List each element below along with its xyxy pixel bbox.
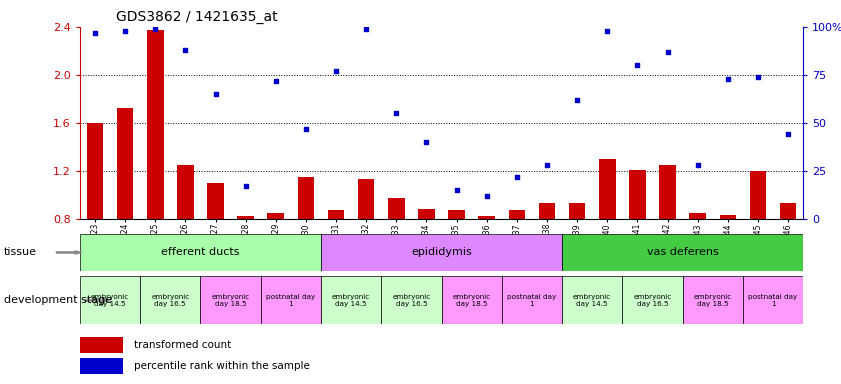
Bar: [629, 170, 646, 315]
Bar: [140, 276, 200, 324]
Point: [88, 30, 102, 36]
Text: postnatal day
1: postnatal day 1: [748, 294, 797, 307]
Bar: [448, 210, 465, 315]
Bar: [599, 159, 616, 315]
Text: percentile rank within the sample: percentile rank within the sample: [134, 361, 310, 371]
Bar: [539, 203, 555, 315]
Bar: [388, 199, 405, 315]
Point: [209, 91, 222, 97]
Point: [661, 49, 674, 55]
Bar: [780, 203, 796, 315]
Text: vas deferens: vas deferens: [647, 247, 718, 258]
Text: efferent ducts: efferent ducts: [161, 247, 240, 258]
Text: epididymis: epididymis: [411, 247, 472, 258]
Text: postnatal day
1: postnatal day 1: [507, 294, 557, 307]
Bar: [622, 276, 683, 324]
Bar: [502, 276, 562, 324]
Bar: [207, 183, 224, 315]
Text: embryonic
day 14.5: embryonic day 14.5: [573, 294, 611, 307]
Point: [751, 74, 764, 80]
Point: [269, 78, 283, 84]
Bar: [298, 177, 315, 315]
Bar: [720, 215, 736, 315]
Bar: [418, 209, 435, 315]
Text: development stage: development stage: [4, 295, 113, 306]
Point: [691, 162, 705, 168]
Bar: [261, 276, 321, 324]
Bar: [509, 210, 525, 315]
Bar: [177, 165, 193, 315]
Text: embryonic
day 18.5: embryonic day 18.5: [694, 294, 732, 307]
Text: embryonic
day 16.5: embryonic day 16.5: [633, 294, 672, 307]
Text: embryonic
day 18.5: embryonic day 18.5: [452, 294, 491, 307]
Bar: [442, 276, 502, 324]
Text: embryonic
day 14.5: embryonic day 14.5: [91, 294, 130, 307]
Bar: [321, 276, 381, 324]
Point: [420, 139, 433, 145]
Bar: [743, 276, 803, 324]
Point: [149, 26, 162, 32]
Point: [359, 26, 373, 32]
Point: [389, 110, 403, 116]
Bar: [87, 123, 103, 315]
Bar: [659, 165, 676, 315]
Text: tissue: tissue: [4, 247, 37, 258]
Point: [721, 76, 734, 82]
Text: embryonic
day 16.5: embryonic day 16.5: [392, 294, 431, 307]
Point: [330, 68, 343, 74]
Text: embryonic
day 14.5: embryonic day 14.5: [332, 294, 370, 307]
Point: [480, 193, 494, 199]
Point: [540, 162, 553, 168]
Bar: [749, 171, 766, 315]
Bar: [690, 213, 706, 315]
Point: [450, 187, 463, 193]
Bar: [200, 276, 261, 324]
Point: [178, 47, 192, 53]
Bar: [80, 337, 124, 353]
Text: postnatal day
1: postnatal day 1: [267, 294, 315, 307]
Point: [781, 131, 795, 137]
Bar: [479, 217, 495, 315]
Bar: [267, 213, 284, 315]
Bar: [381, 276, 442, 324]
Point: [570, 97, 584, 103]
Bar: [328, 210, 344, 315]
Bar: [562, 234, 803, 271]
Bar: [80, 234, 321, 271]
Bar: [321, 234, 562, 271]
Text: GDS3862 / 1421635_at: GDS3862 / 1421635_at: [116, 10, 278, 25]
Bar: [80, 358, 124, 374]
Point: [119, 28, 132, 34]
Bar: [683, 276, 743, 324]
Bar: [569, 203, 585, 315]
Bar: [237, 217, 254, 315]
Point: [299, 126, 313, 132]
Point: [239, 183, 252, 189]
Bar: [80, 276, 140, 324]
Point: [510, 174, 524, 180]
Text: transformed count: transformed count: [134, 340, 231, 350]
Text: embryonic
day 16.5: embryonic day 16.5: [151, 294, 189, 307]
Text: embryonic
day 18.5: embryonic day 18.5: [211, 294, 250, 307]
Point: [600, 28, 614, 34]
Bar: [147, 30, 163, 315]
Bar: [358, 179, 374, 315]
Bar: [562, 276, 622, 324]
Point: [631, 62, 644, 68]
Bar: [117, 109, 134, 315]
